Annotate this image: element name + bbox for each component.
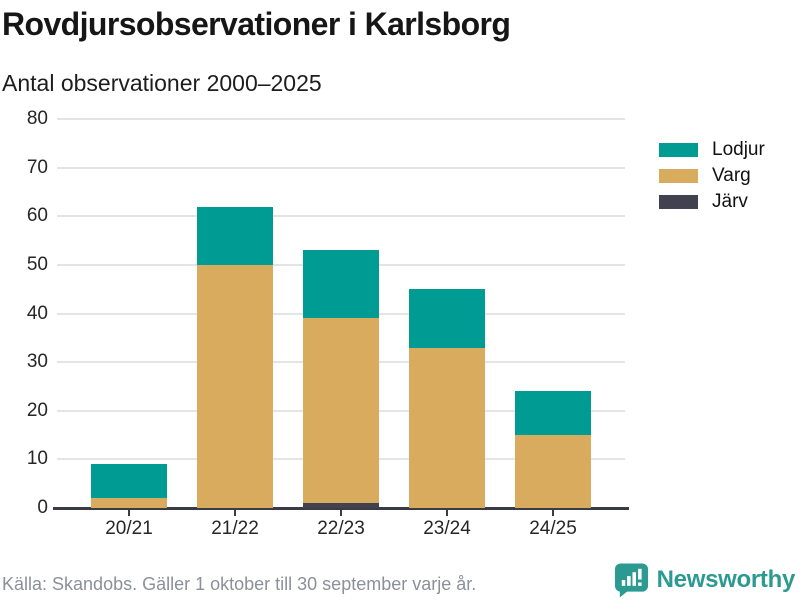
- gridline-80: [57, 118, 625, 120]
- legend-item-lodjur: Lodjur: [659, 137, 765, 163]
- newsworthy-icon: [614, 563, 648, 598]
- bar-segment-lodjur-21/22: [197, 206, 273, 265]
- legend-label: Järv: [712, 191, 748, 212]
- legend-swatch-lodjur: [659, 143, 698, 157]
- x-tick-24/25: [552, 510, 554, 516]
- bar-segment-lodjur-24/25: [515, 391, 591, 436]
- x-tick-label: 20/21: [105, 518, 153, 539]
- y-tick-label: 0: [37, 497, 48, 518]
- y-tick-label: 10: [26, 448, 48, 470]
- x-axis-line: [53, 507, 629, 510]
- y-tick-label: 30: [26, 351, 48, 373]
- x-tick-20/21: [128, 510, 130, 516]
- bar-segment-varg-24/25: [515, 435, 591, 508]
- gridline-60: [57, 215, 625, 218]
- legend-item-varg: Varg: [659, 163, 765, 189]
- brand-name: Newsworthy: [656, 566, 796, 593]
- y-tick-label: 40: [26, 302, 48, 324]
- legend-swatch-varg: [659, 169, 698, 183]
- bar-segment-varg-23/24: [409, 347, 485, 508]
- plot-area: 20/21 21/22 22/23 23/24 24/25: [53, 118, 629, 539]
- legend-label: Varg: [712, 165, 751, 186]
- legend-label: Lodjur: [712, 139, 765, 160]
- x-tick-label: 21/22: [211, 518, 259, 539]
- brand-logo[interactable]: Newsworthy: [613, 562, 795, 598]
- bar-segment-lodjur-20/21: [91, 464, 167, 499]
- bar-segment-järv-22/23: [303, 503, 379, 508]
- x-tick-23/24: [446, 510, 448, 516]
- x-tick-21/22: [234, 510, 236, 516]
- legend-item-järv: Järv: [659, 189, 765, 215]
- y-tick-label: 70: [26, 156, 48, 178]
- bar-segment-varg-22/23: [303, 318, 379, 504]
- y-tick-label: 80: [26, 108, 48, 129]
- y-tick-label: 60: [26, 205, 48, 227]
- bar-segment-lodjur-22/23: [303, 250, 379, 319]
- x-tick-label: 24/25: [529, 518, 577, 539]
- x-tick-label: 23/24: [423, 518, 471, 539]
- chart-title: Rovdjursobservationer i Karlsborg: [2, 6, 511, 42]
- y-tick-label: 20: [26, 399, 48, 421]
- gridline-70: [57, 166, 625, 169]
- x-tick-22/23: [340, 510, 342, 516]
- legend: Lodjur Varg Järv: [659, 137, 765, 215]
- legend-swatch-järv: [659, 195, 698, 209]
- chart-subtitle: Antal observationer 2000–2025: [2, 70, 322, 96]
- source-note: Källa: Skandobs. Gäller 1 oktober till 3…: [2, 574, 477, 594]
- bar-segment-varg-20/21: [91, 498, 167, 508]
- y-tick-label: 50: [26, 253, 48, 275]
- x-tick-label: 22/23: [317, 518, 365, 539]
- bar-segment-lodjur-23/24: [409, 289, 485, 348]
- bar-segment-varg-21/22: [197, 264, 273, 508]
